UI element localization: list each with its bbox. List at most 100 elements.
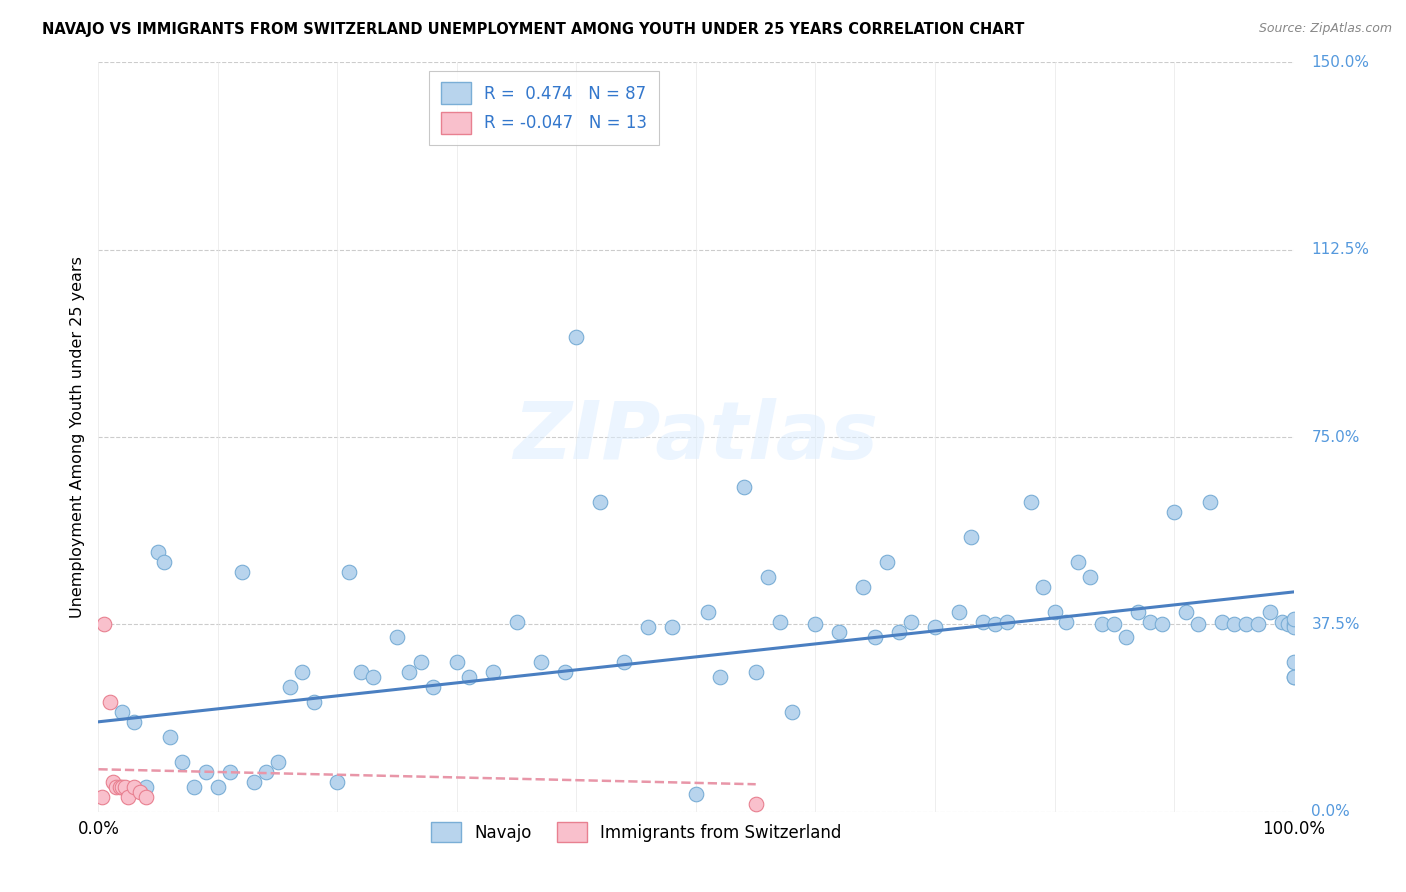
Point: [876, 555, 898, 569]
Point: [948, 605, 970, 619]
Point: [1271, 615, 1294, 629]
Point: [1247, 617, 1270, 632]
Point: [661, 620, 683, 634]
Point: [589, 495, 612, 509]
Point: [1282, 655, 1305, 669]
Point: [101, 774, 124, 789]
Point: [339, 565, 361, 579]
Point: [117, 789, 139, 804]
Point: [1234, 617, 1257, 632]
Point: [129, 785, 152, 799]
Point: [411, 655, 433, 669]
Point: [1282, 617, 1305, 632]
Point: [159, 730, 181, 744]
Point: [1032, 580, 1054, 594]
Point: [1187, 617, 1209, 632]
Point: [709, 670, 731, 684]
Point: [1019, 495, 1042, 509]
Point: [363, 670, 385, 684]
Point: [93, 617, 115, 632]
Point: [984, 617, 1007, 632]
Text: 0.0%: 0.0%: [1312, 805, 1350, 819]
Point: [1163, 505, 1185, 519]
Point: [804, 617, 827, 632]
Point: [111, 780, 134, 794]
Point: [995, 615, 1018, 629]
Point: [554, 665, 576, 679]
Point: [231, 565, 253, 579]
Text: ZIPatlas: ZIPatlas: [513, 398, 879, 476]
Point: [105, 780, 128, 794]
Point: [1139, 615, 1161, 629]
Point: [148, 545, 170, 559]
Point: [745, 797, 768, 812]
Point: [302, 695, 325, 709]
Point: [506, 615, 529, 629]
Point: [769, 615, 792, 629]
Point: [326, 774, 349, 789]
Point: [1056, 615, 1078, 629]
Point: [960, 530, 983, 544]
Point: [1043, 605, 1066, 619]
Point: [613, 655, 636, 669]
Point: [291, 665, 314, 679]
Point: [865, 630, 887, 644]
Legend: Navajo, Immigrants from Switzerland: Navajo, Immigrants from Switzerland: [425, 816, 848, 848]
Point: [828, 624, 851, 639]
Point: [108, 780, 131, 794]
Text: Source: ZipAtlas.com: Source: ZipAtlas.com: [1258, 22, 1392, 36]
Point: [756, 570, 779, 584]
Point: [91, 789, 114, 804]
Point: [900, 615, 922, 629]
Point: [254, 764, 277, 779]
Point: [685, 787, 707, 801]
Point: [1277, 617, 1299, 632]
Point: [482, 665, 505, 679]
Point: [1211, 615, 1233, 629]
Point: [458, 670, 481, 684]
Text: 75.0%: 75.0%: [1312, 430, 1360, 444]
Point: [219, 764, 242, 779]
Point: [1282, 612, 1305, 626]
Point: [1067, 555, 1090, 569]
Point: [697, 605, 720, 619]
Point: [124, 714, 146, 729]
Point: [1128, 605, 1150, 619]
Point: [780, 705, 803, 719]
Point: [637, 620, 659, 634]
Point: [135, 780, 157, 794]
Point: [565, 330, 588, 344]
Point: [350, 665, 373, 679]
Point: [446, 655, 468, 669]
Point: [1152, 617, 1174, 632]
Point: [1258, 605, 1281, 619]
Point: [1104, 617, 1126, 632]
Point: [124, 780, 146, 794]
Point: [972, 615, 994, 629]
Point: [530, 655, 553, 669]
Point: [733, 480, 755, 494]
Point: [1115, 630, 1137, 644]
Point: [111, 705, 134, 719]
Point: [852, 580, 875, 594]
Point: [172, 755, 194, 769]
Point: [1223, 617, 1246, 632]
Point: [1282, 620, 1305, 634]
Point: [267, 755, 290, 769]
Point: [1175, 605, 1198, 619]
Point: [135, 789, 157, 804]
Point: [243, 774, 266, 789]
Point: [385, 630, 409, 644]
Y-axis label: Unemployment Among Youth under 25 years: Unemployment Among Youth under 25 years: [69, 256, 84, 618]
Point: [1091, 617, 1114, 632]
Point: [1199, 495, 1222, 509]
Point: [1080, 570, 1102, 584]
Point: [278, 680, 301, 694]
Text: 150.0%: 150.0%: [1312, 55, 1369, 70]
Point: [183, 780, 205, 794]
Point: [207, 780, 229, 794]
Point: [398, 665, 420, 679]
Point: [98, 695, 122, 709]
Point: [114, 780, 136, 794]
Point: [1282, 670, 1305, 684]
